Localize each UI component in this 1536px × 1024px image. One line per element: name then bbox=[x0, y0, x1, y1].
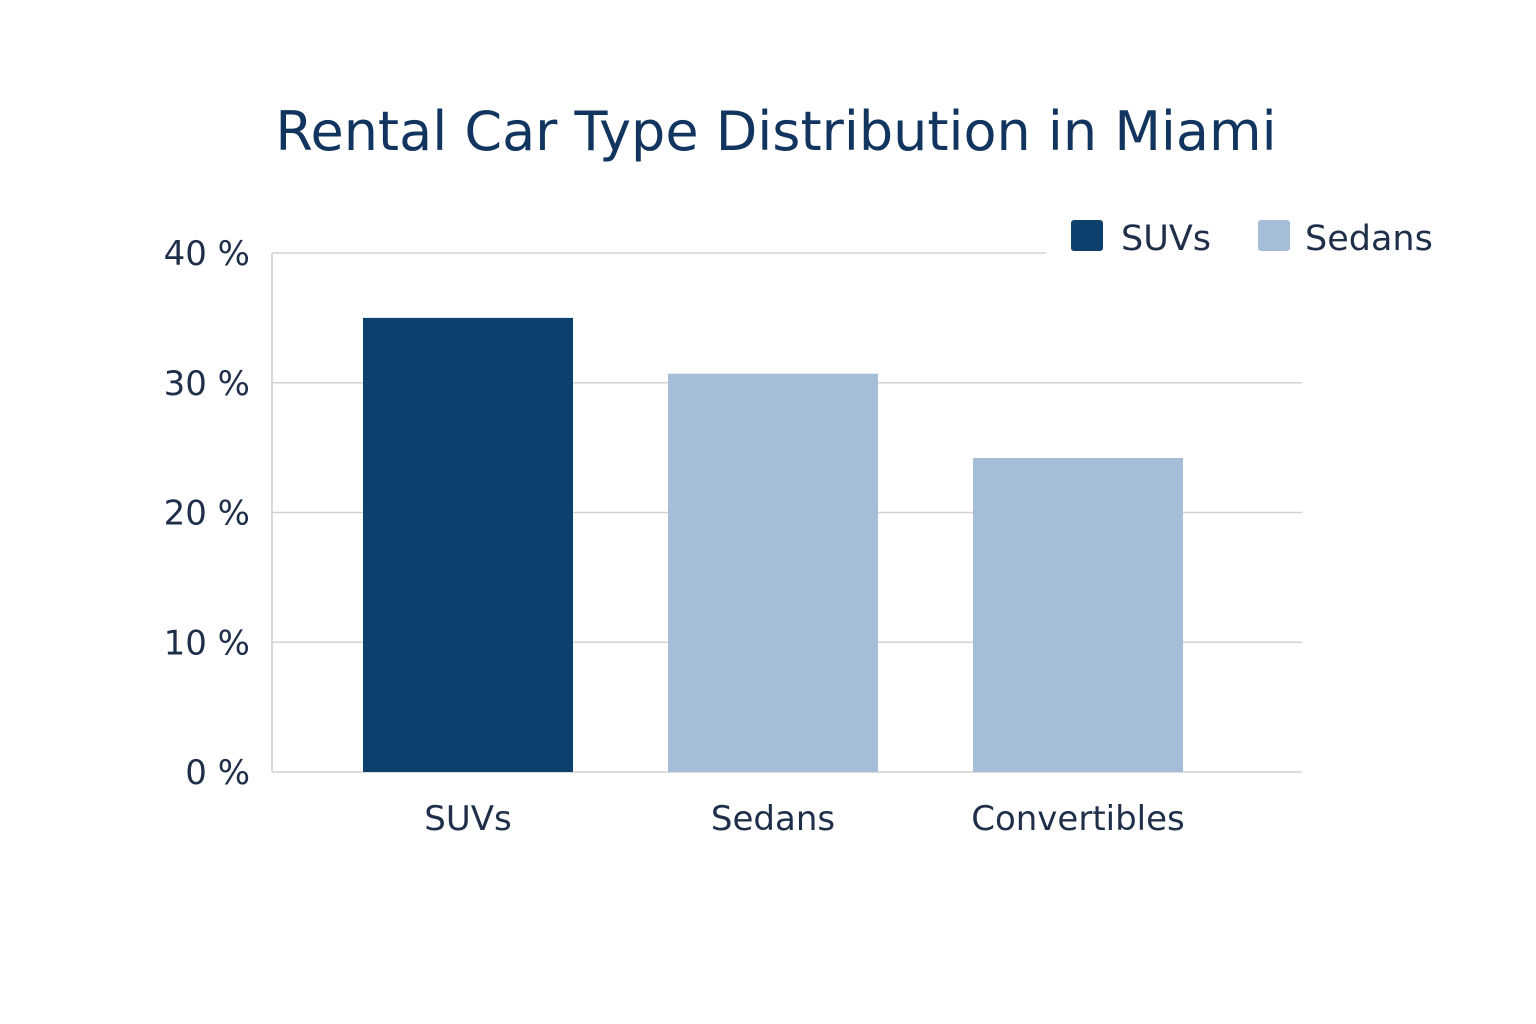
legend-swatch-suvs bbox=[1071, 220, 1103, 251]
y-tick-label-20: 20 % bbox=[164, 494, 250, 534]
x-tick-label-convertibles: Convertibles bbox=[971, 799, 1185, 839]
x-tick-label-suvs: SUVs bbox=[424, 799, 511, 839]
legend-swatch-sedans bbox=[1258, 220, 1290, 251]
bar-sedans bbox=[668, 373, 878, 772]
y-tick-label-40: 40 % bbox=[164, 234, 250, 274]
legend-label-suvs: SUVs bbox=[1121, 219, 1211, 259]
legend-entry-suvs: SUVs bbox=[1071, 219, 1211, 259]
bar-suvs bbox=[363, 317, 573, 772]
legend-label-sedans: Sedans bbox=[1305, 219, 1433, 259]
y-tick-label-30: 30 % bbox=[164, 364, 250, 404]
y-tick-label-10: 10 % bbox=[164, 623, 250, 663]
y-axis: 0 % 10 % 20 % 30 % 40 % bbox=[164, 234, 273, 793]
x-tick-label-sedans: Sedans bbox=[711, 799, 835, 839]
y-tick-label-0: 0 % bbox=[185, 753, 250, 793]
chart-title: Rental Car Type Distribution in Miami bbox=[275, 100, 1276, 163]
legend-background bbox=[1046, 208, 1446, 266]
x-axis: SUVs Sedans Convertibles bbox=[424, 799, 1185, 839]
legend-entry-sedans: Sedans bbox=[1258, 219, 1433, 259]
bars bbox=[363, 317, 1183, 772]
legend: SUVs Sedans bbox=[1046, 208, 1446, 266]
bar-convertibles bbox=[973, 458, 1183, 772]
